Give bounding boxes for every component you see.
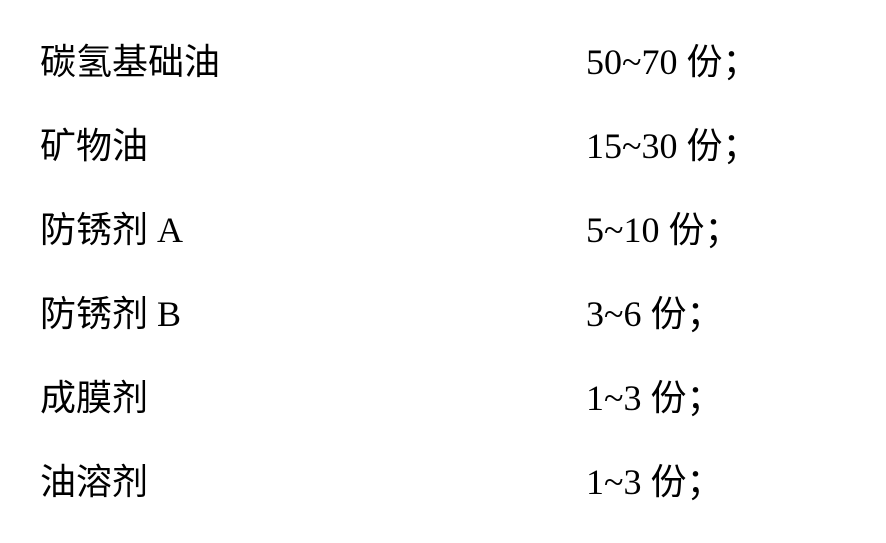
list-item: 成膜剂 1~3 份； (40, 356, 846, 440)
ingredient-label: 防锈剂 A (40, 212, 183, 248)
ingredient-value: 5~10 份； (586, 212, 846, 248)
list-item: 油溶剂 1~3 份； (40, 440, 846, 524)
list-item: 防锈剂 B 3~6 份； (40, 272, 846, 356)
ingredient-label: 防锈剂 B (40, 296, 181, 332)
ingredient-value: 15~30 份； (586, 128, 846, 164)
ingredient-value: 1~3 份； (586, 380, 846, 416)
ingredient-label: 矿物油 (40, 128, 148, 164)
ingredient-list: 碳氢基础油 50~70 份； 矿物油 15~30 份； 防锈剂 A 5~10 份… (0, 0, 886, 543)
ingredient-label: 成膜剂 (40, 380, 148, 416)
ingredient-value: 3~6 份； (586, 296, 846, 332)
ingredient-value: 1~3 份； (586, 464, 846, 500)
list-item: 防锈剂 A 5~10 份； (40, 188, 846, 272)
ingredient-label: 碳氢基础油 (40, 44, 220, 80)
list-item: 碳氢基础油 50~70 份； (40, 20, 846, 104)
ingredient-value: 50~70 份； (586, 44, 846, 80)
ingredient-label: 油溶剂 (40, 464, 148, 500)
list-item: 矿物油 15~30 份； (40, 104, 846, 188)
